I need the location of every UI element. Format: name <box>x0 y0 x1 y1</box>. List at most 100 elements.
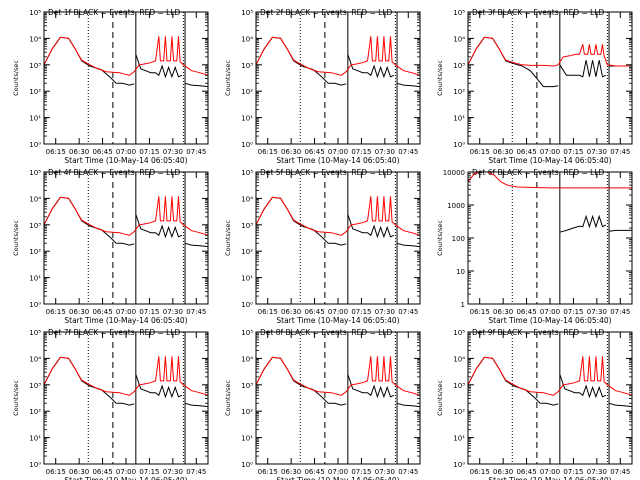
y-tick-label: 10³ <box>29 222 41 230</box>
lld-series-line <box>468 36 632 67</box>
x-tick-label: 07:15 <box>351 468 371 476</box>
x-tick-label: 07:45 <box>186 308 206 316</box>
x-tick-label: 07:30 <box>587 468 607 476</box>
y-tick-label: 10000 <box>443 169 465 177</box>
x-tick-label: 07:30 <box>163 468 183 476</box>
y-tick-label: 10⁴ <box>29 355 41 363</box>
x-tick-label: 07:45 <box>610 308 630 316</box>
y-tick-label: 1 <box>461 301 465 309</box>
events-series-line <box>396 242 420 248</box>
x-tick-label: 07:15 <box>351 308 371 316</box>
y-tick-label: 10¹ <box>241 275 253 283</box>
y-tick-label: 10⁵ <box>29 9 41 17</box>
x-tick-label: 06:30 <box>281 308 301 316</box>
y-axis-label: Counts/sec <box>224 60 232 96</box>
x-axis-label: Start Time (10-May-14 06:05:40) <box>64 316 187 325</box>
detector-panel-4: Det 4f BLACK = Events, RED = LLD10⁰10¹10… <box>12 168 209 325</box>
y-tick-label: 10² <box>29 408 41 416</box>
x-tick-label: 06:15 <box>470 308 490 316</box>
events-series-line <box>256 36 347 86</box>
events-series-line <box>135 374 183 399</box>
lld-series-line <box>256 356 420 396</box>
detector-panel-9: Det 9f BLACK = Events, RED = LLD10⁰10¹10… <box>436 328 633 480</box>
y-tick-label: 10⁵ <box>241 9 253 17</box>
x-tick-label: 07:30 <box>375 468 395 476</box>
x-tick-label: 06:30 <box>493 308 513 316</box>
y-tick-label: 10⁴ <box>241 355 253 363</box>
events-series-line <box>559 214 607 233</box>
y-tick-label: 10³ <box>29 382 41 390</box>
x-tick-label: 06:15 <box>46 308 66 316</box>
x-tick-label: 07:30 <box>375 308 395 316</box>
x-tick-label: 07:15 <box>563 308 583 316</box>
x-tick-label: 06:30 <box>493 468 513 476</box>
x-tick-label: 07:00 <box>328 308 348 316</box>
x-tick-label: 07:45 <box>610 468 630 476</box>
x-tick-label: 07:00 <box>540 148 560 156</box>
events-series-line <box>184 402 208 408</box>
x-axis-label: Start Time (10-May-14 06:05:40) <box>64 476 187 480</box>
y-tick-label: 10⁵ <box>453 9 465 17</box>
x-axis-label: Start Time (10-May-14 06:05:40) <box>276 476 399 480</box>
y-tick-label: 10⁰ <box>29 301 41 309</box>
x-tick-label: 07:45 <box>186 148 206 156</box>
x-axis-label: Start Time (10-May-14 06:05:40) <box>64 156 187 165</box>
events-series-line <box>135 54 183 79</box>
detector-panel-2: Det 2f BLACK = Events, RED = LLD10⁰10¹10… <box>224 8 421 165</box>
events-series-line <box>559 60 607 78</box>
y-tick-label: 10⁰ <box>241 301 253 309</box>
lld-series-line <box>256 36 420 76</box>
y-tick-label: 10³ <box>453 62 465 70</box>
y-tick-label: 10⁵ <box>29 329 41 337</box>
y-tick-label: 10⁵ <box>241 169 253 177</box>
x-tick-label: 07:15 <box>351 148 371 156</box>
x-tick-label: 07:15 <box>563 468 583 476</box>
y-tick-label: 100 <box>452 235 465 243</box>
x-tick-label: 07:15 <box>139 468 159 476</box>
events-series-line <box>396 82 420 88</box>
y-tick-label: 10¹ <box>29 115 41 123</box>
x-tick-label: 07:00 <box>328 468 348 476</box>
x-tick-label: 07:15 <box>563 148 583 156</box>
x-tick-label: 07:30 <box>163 308 183 316</box>
x-tick-label: 07:15 <box>139 148 159 156</box>
y-tick-label: 10⁵ <box>241 329 253 337</box>
events-series-line <box>135 214 183 239</box>
lld-series-line <box>256 196 420 236</box>
y-axis-label: Counts/sec <box>224 380 232 416</box>
x-tick-label: 07:00 <box>328 148 348 156</box>
y-tick-label: 10¹ <box>241 435 253 443</box>
x-tick-label: 07:00 <box>116 468 136 476</box>
y-tick-label: 10⁴ <box>241 35 253 43</box>
lld-series-line <box>44 356 208 396</box>
x-tick-label: 06:15 <box>258 468 278 476</box>
y-tick-label: 10¹ <box>29 435 41 443</box>
lld-series-line <box>44 196 208 236</box>
y-tick-label: 10⁰ <box>453 141 465 149</box>
y-tick-label: 10⁰ <box>29 141 41 149</box>
events-series-line <box>396 402 420 408</box>
y-axis-label: Counts/sec <box>12 380 20 416</box>
x-tick-label: 07:00 <box>116 148 136 156</box>
detector-panel-6: Det 6f BLACK = Events, RED = LLD11010010… <box>436 168 633 325</box>
y-axis-label: Counts/sec <box>436 380 444 416</box>
y-tick-label: 10² <box>29 248 41 256</box>
y-tick-label: 10³ <box>241 222 253 230</box>
lld-series-line <box>468 356 632 396</box>
y-tick-label: 10⁴ <box>241 195 253 203</box>
y-axis-label: Counts/sec <box>436 60 444 96</box>
detector-panel-3: Det 3f BLACK = Events, RED = LLD10⁰10¹10… <box>436 8 633 165</box>
x-tick-label: 06:30 <box>281 148 301 156</box>
x-tick-label: 06:30 <box>69 308 89 316</box>
y-tick-label: 10² <box>453 88 465 96</box>
y-tick-label: 10⁴ <box>29 195 41 203</box>
events-series-line <box>347 374 395 399</box>
y-tick-label: 10⁰ <box>241 141 253 149</box>
y-tick-label: 1000 <box>447 202 465 210</box>
x-tick-label: 06:15 <box>470 148 490 156</box>
events-series-line <box>608 402 632 408</box>
events-series-line <box>44 196 135 246</box>
x-tick-label: 07:30 <box>163 148 183 156</box>
x-tick-label: 07:45 <box>398 468 418 476</box>
